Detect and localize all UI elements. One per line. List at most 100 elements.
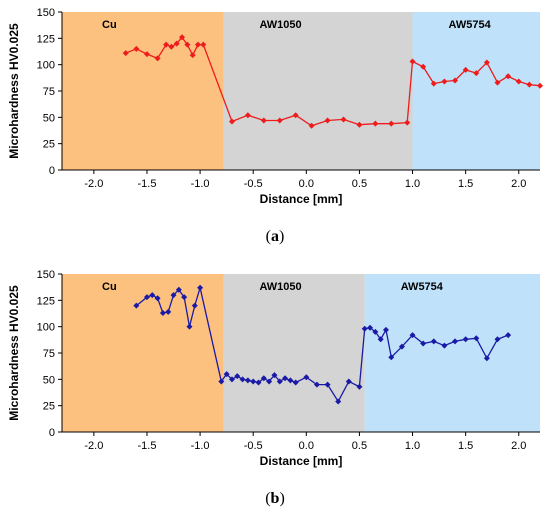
data-point-0-49 [505,332,512,339]
data-point-0-10 [194,41,201,48]
panel-label-a: (a) [265,228,285,245]
data-point-0-12 [228,118,235,125]
data-point-0-34 [515,78,522,85]
data-point-0-11 [197,284,204,291]
x-tick-label-6: 1.0 [405,440,420,452]
y-tick-label-5: 125 [37,295,55,307]
data-point-0-34 [367,324,374,331]
y-axis-label: Microhardness HV0.025 [7,23,21,159]
x-tick-label-6: 1.0 [405,178,420,190]
data-point-0-31 [345,378,352,385]
chart-a: Cu AW1050 AW5754 0 25 50 75 100 125 150 -2.0 -1.5 -1… [7,7,543,206]
data-point-0-0 [122,50,129,57]
data-point-0-15 [276,117,283,124]
chart-b: Cu AW1050 AW5754 0 25 50 75 100 125 150 -2.0 -1.5 -1… [7,269,540,468]
data-point-0-8 [184,41,191,48]
data-point-0-24 [409,58,416,65]
series-line-0 [135,285,509,403]
y-tick-label-1: 25 [43,139,55,151]
region-1 [223,274,365,432]
data-point-0-5 [165,308,172,315]
region-label-0: Cu [102,19,117,31]
y-tick-label-0: 0 [49,165,55,177]
region-0 [62,274,224,432]
data-point-0-16 [239,376,246,383]
data-point-0-24 [282,375,289,382]
x-tick-label-8: 2.0 [511,178,526,190]
data-point-0-45 [462,336,469,343]
region-1 [223,12,413,170]
data-point-0-3 [154,295,161,302]
y-tick-label-3: 75 [43,86,55,98]
data-point-0-7 [179,34,186,41]
data-point-0-33 [361,325,368,332]
x-tick-label-2: -1.0 [191,178,210,190]
data-point-0-6 [173,40,180,47]
x-tick-label-2: -1.0 [191,440,210,452]
data-point-0-23 [404,119,411,126]
x-tick-label-8: 2.0 [511,440,526,452]
data-point-0-18 [250,378,257,385]
x-tick-label-1: -1.5 [137,178,156,190]
region-label-2: AW5754 [401,281,444,293]
data-point-0-36 [537,82,543,89]
y-tick-label-4: 100 [37,60,55,72]
data-point-0-47 [483,355,490,362]
data-point-0-25 [287,377,294,384]
chart-panel-a: Cu AW1050 AW5754 0 25 50 75 100 125 150 -2.0 -1.5 -1… [0,0,550,255]
data-point-0-0 [133,302,140,309]
y-tick-label-4: 100 [37,322,55,334]
y-tick-label-6: 150 [37,269,55,281]
data-point-0-2 [143,51,150,58]
data-point-0-14 [228,376,235,383]
data-point-0-42 [430,338,437,345]
data-point-0-13 [244,112,251,119]
data-point-0-41 [420,340,427,347]
data-point-0-35 [526,81,533,88]
data-point-0-21 [372,120,379,127]
y-tick-label-5: 125 [37,33,55,45]
data-point-0-3 [154,55,161,62]
data-point-0-23 [276,378,283,385]
region-label-2: AW5754 [449,19,492,31]
data-point-0-12 [218,378,225,385]
region-label-1: AW1050 [259,281,301,293]
data-point-0-27 [303,374,310,381]
data-point-0-26 [430,80,437,87]
panel-label-b: (b) [265,490,285,507]
data-point-0-17 [308,122,315,129]
data-point-0-31 [483,59,490,66]
data-point-0-19 [340,116,347,123]
data-point-0-32 [356,383,363,390]
data-point-0-36 [377,336,384,343]
data-point-0-21 [266,378,273,385]
x-tick-label-5: 0.5 [352,440,367,452]
data-point-0-13 [223,371,230,378]
data-point-0-46 [473,335,480,342]
data-point-0-7 [175,286,182,293]
data-point-0-32 [494,79,501,86]
data-point-0-9 [189,52,196,59]
x-tick-label-0: -2.0 [84,440,103,452]
data-point-0-2 [149,292,156,299]
data-point-0-8 [181,294,188,301]
data-point-0-22 [271,372,278,379]
data-point-0-37 [382,326,389,333]
data-point-0-30 [473,70,480,77]
data-point-0-22 [388,120,395,127]
y-tick-label-0: 0 [49,427,55,439]
data-point-0-1 [133,45,140,52]
data-point-0-6 [170,292,177,299]
data-point-0-26 [292,379,299,386]
data-point-0-25 [420,63,427,70]
region-0 [62,12,224,170]
data-point-0-48 [494,336,501,343]
x-tick-label-3: -0.5 [244,178,263,190]
data-point-0-20 [260,375,267,382]
data-point-0-40 [409,332,416,339]
data-point-0-44 [452,338,459,345]
x-tick-label-4: 0.0 [299,178,314,190]
x-tick-label-1: -1.5 [137,440,156,452]
data-point-0-39 [398,343,405,350]
y-tick-label-6: 150 [37,7,55,19]
